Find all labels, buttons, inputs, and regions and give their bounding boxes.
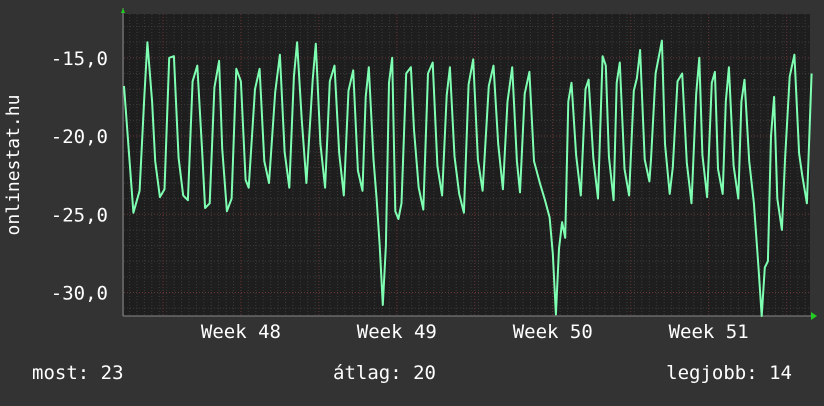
current-value: most: 23 <box>32 362 124 384</box>
x-tick-label: Week 50 <box>513 321 593 343</box>
y-tick-label: -15,0 <box>51 48 108 70</box>
x-tick-labels: Week 48 Week 49 Week 50 Week 51 <box>201 321 749 343</box>
y-tick-label: -25,0 <box>51 204 108 226</box>
series-line <box>123 39 813 317</box>
plot-background <box>124 14 810 316</box>
y-tick-label: -20,0 <box>51 126 108 148</box>
y-axis-label: onlinestat.hu <box>3 95 24 236</box>
x-tick-label: Week 51 <box>669 321 749 343</box>
average-value: átlag: 20 <box>333 362 436 384</box>
y-tick-label: -30,0 <box>51 283 108 305</box>
x-tick-label: Week 49 <box>357 321 437 343</box>
x-tick-label: Week 48 <box>201 321 281 343</box>
y-tick-labels: -15,0 -20,0 -25,0 -30,0 <box>51 48 108 305</box>
y-axis-arrow <box>121 8 125 13</box>
x-axis-arrow <box>811 312 817 320</box>
best-value: legjobb: 14 <box>666 362 792 384</box>
